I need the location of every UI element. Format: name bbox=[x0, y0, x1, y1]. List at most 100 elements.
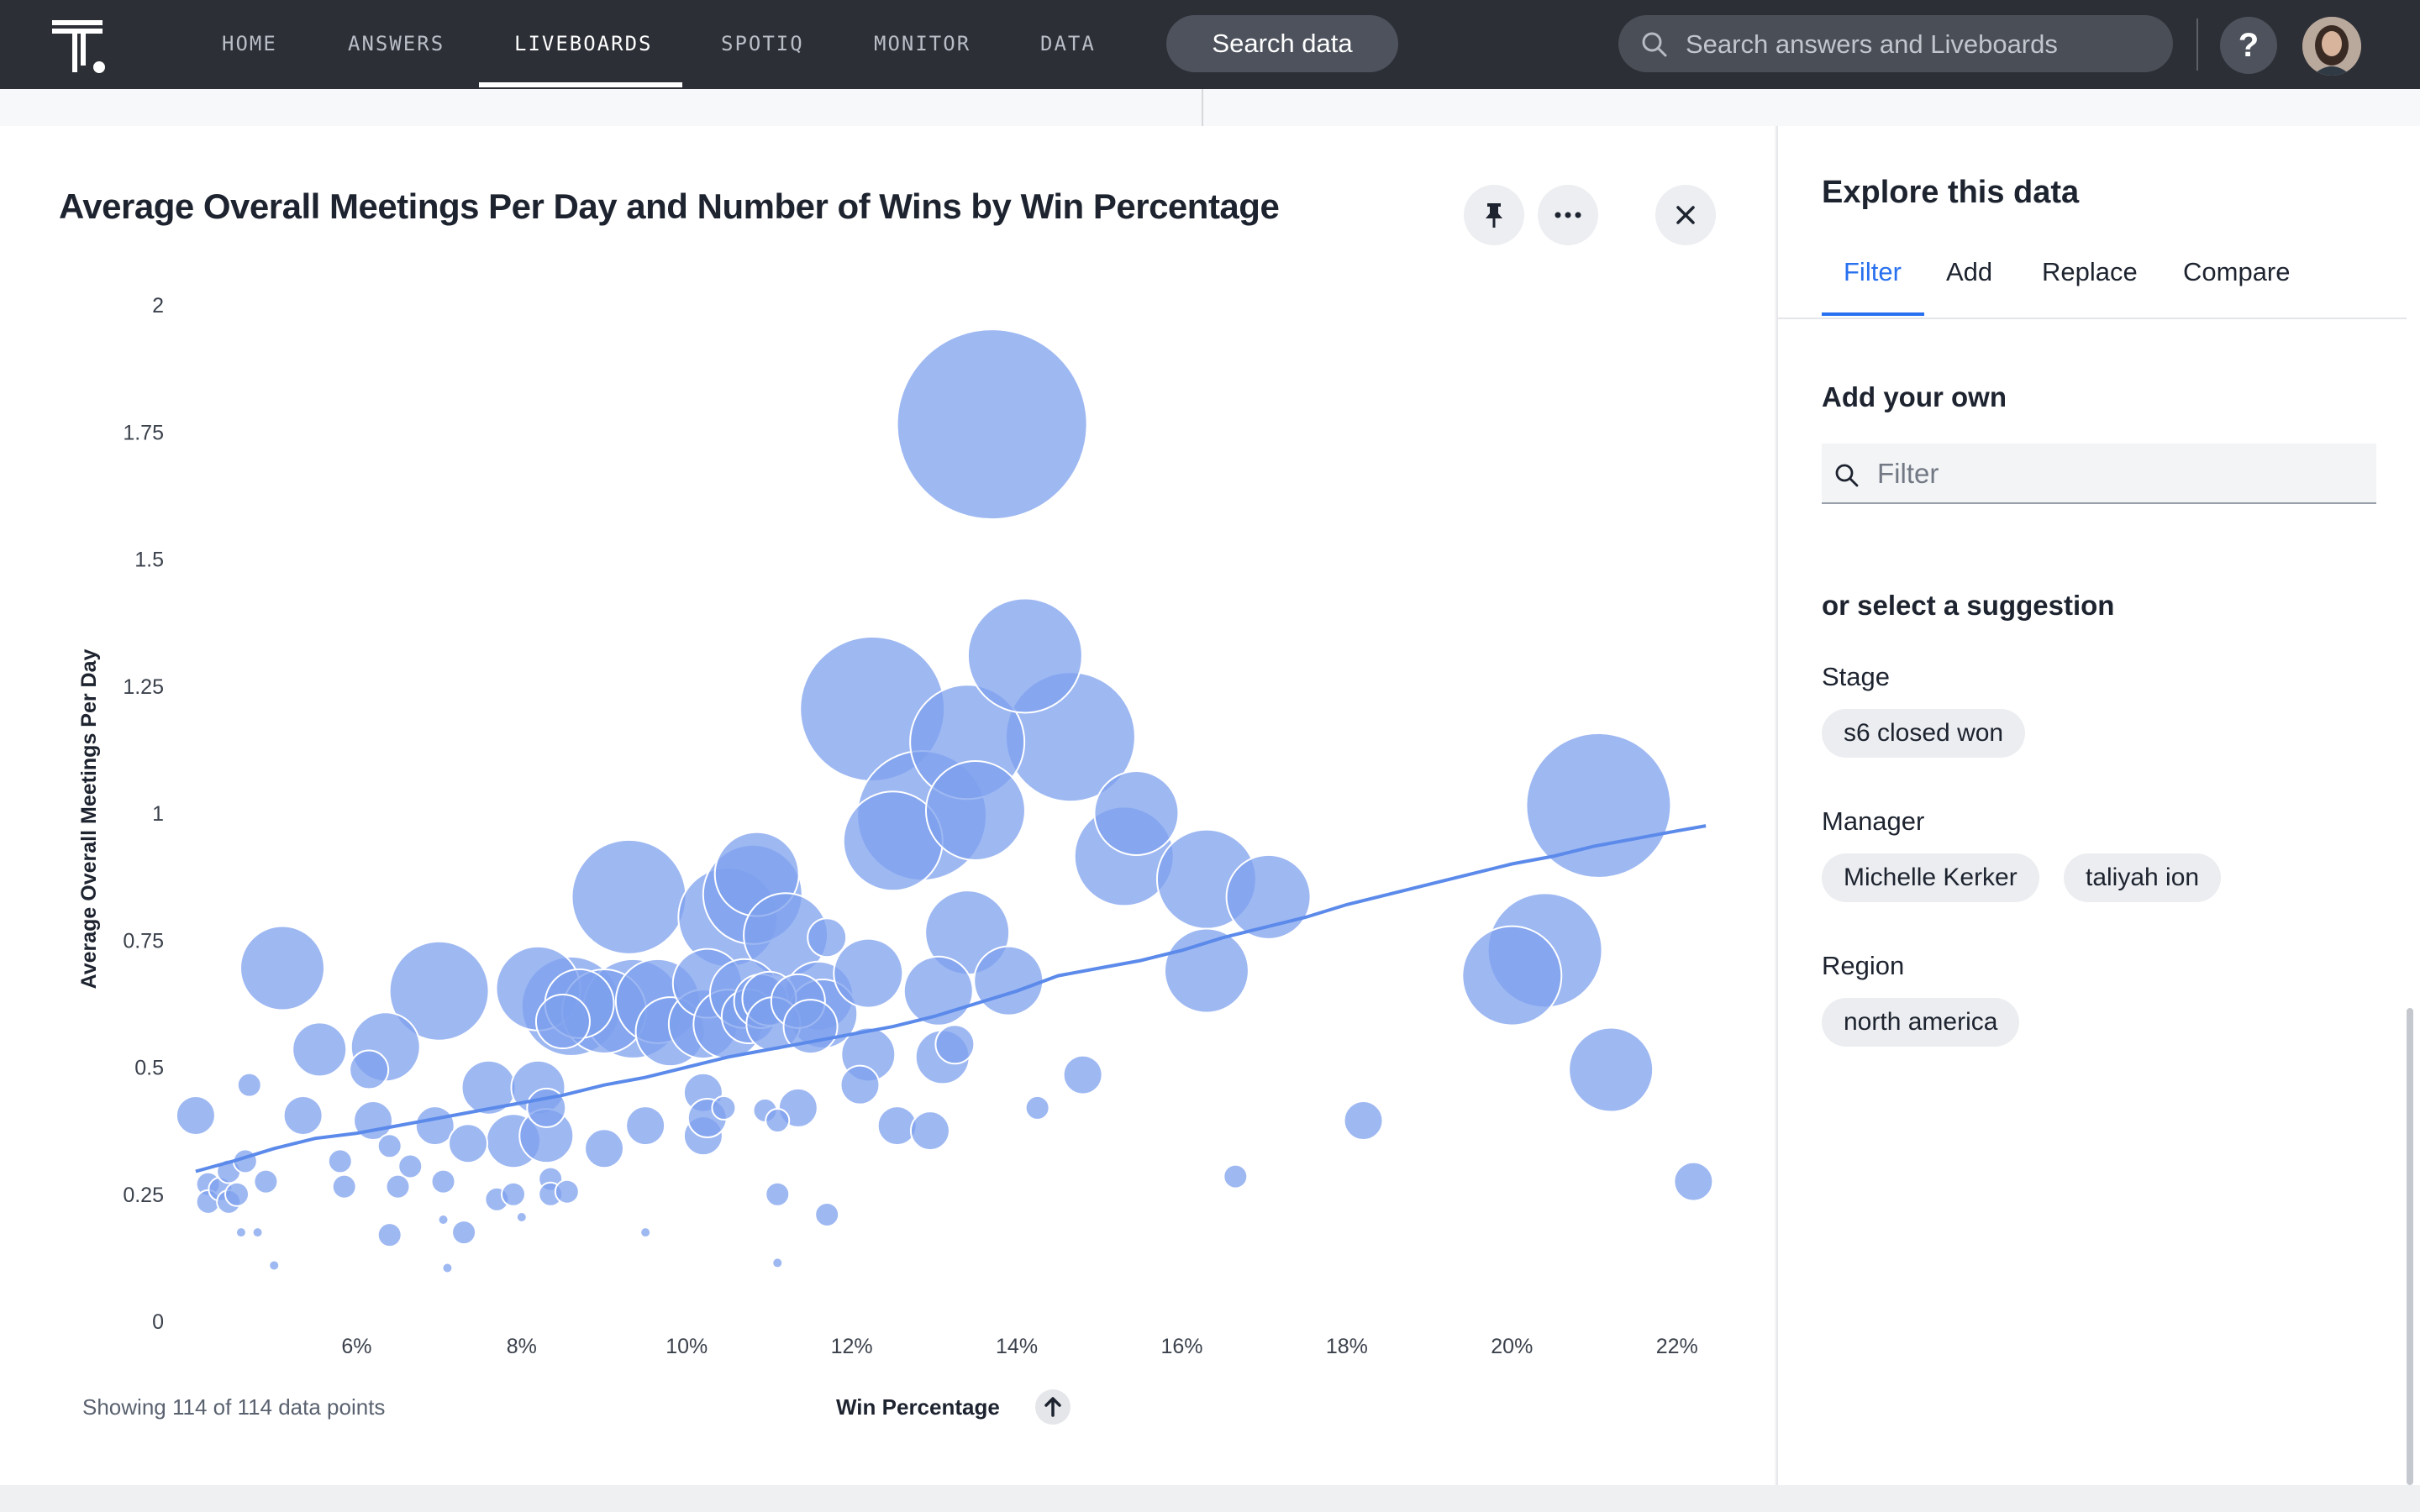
close-button[interactable] bbox=[1655, 185, 1716, 245]
bubble-point[interactable] bbox=[282, 1095, 324, 1136]
nav-data[interactable]: DATA bbox=[1040, 32, 1096, 55]
tab-compare[interactable]: Compare bbox=[2183, 257, 2291, 286]
y-tick-label: 1.75 bbox=[123, 421, 164, 444]
bubble-point[interactable] bbox=[773, 1258, 782, 1268]
search-data-button[interactable]: Search data bbox=[1166, 15, 1398, 72]
bubble-point[interactable] bbox=[376, 1222, 402, 1248]
bubble-point[interactable] bbox=[451, 1220, 477, 1246]
side-panel-scrollbar[interactable] bbox=[2407, 1008, 2413, 1485]
bubble-point[interactable] bbox=[966, 597, 1083, 714]
bubble-point[interactable] bbox=[833, 937, 904, 1009]
bubble-point[interactable] bbox=[439, 1215, 448, 1224]
bubble-point[interactable] bbox=[253, 1228, 262, 1237]
bubble-point[interactable] bbox=[430, 1168, 456, 1194]
pin-button[interactable] bbox=[1464, 185, 1524, 245]
bubble-point[interactable] bbox=[641, 1228, 650, 1237]
sort-arrow-up-icon bbox=[1044, 1397, 1061, 1417]
x-tick-label: 18% bbox=[1326, 1335, 1368, 1358]
pin-icon bbox=[1486, 203, 1502, 228]
bubble-point[interactable] bbox=[1461, 925, 1563, 1026]
bubble-point[interactable] bbox=[501, 1181, 527, 1207]
global-search-box[interactable] bbox=[1618, 15, 2173, 74]
bubble-point[interactable] bbox=[625, 1105, 666, 1147]
bubble-point[interactable] bbox=[909, 1110, 950, 1152]
bottom-strip bbox=[0, 1485, 2420, 1512]
bubble-point[interactable] bbox=[584, 1128, 625, 1169]
search-icon bbox=[1835, 464, 1859, 487]
bubble-point[interactable] bbox=[1223, 1163, 1249, 1189]
tab-add[interactable]: Add bbox=[1946, 257, 1993, 286]
bubble-point[interactable] bbox=[353, 1100, 394, 1142]
more-icon bbox=[1555, 212, 1581, 218]
bubble-point[interactable] bbox=[385, 1173, 411, 1200]
bubble-chart[interactable]: Average Overall Meetings Per Day 0 0.25 0.… bbox=[0, 277, 1775, 1386]
bubble-point[interactable] bbox=[397, 1153, 424, 1179]
suggestion-group-stage: Stage bbox=[1822, 662, 1891, 691]
bubble-series bbox=[175, 328, 1714, 1273]
nav-monitor[interactable]: MONITOR bbox=[874, 32, 971, 55]
chip-stage-s6-closed-won[interactable]: s6 closed won bbox=[1822, 709, 2026, 758]
help-button[interactable]: ? bbox=[2220, 17, 2277, 74]
thoughtspot-logo-icon[interactable] bbox=[50, 18, 109, 74]
nav-answers[interactable]: ANSWERS bbox=[348, 32, 445, 55]
bubble-point[interactable] bbox=[839, 1064, 881, 1105]
sort-button[interactable] bbox=[1035, 1389, 1071, 1425]
filter-search-box[interactable] bbox=[1822, 444, 2376, 504]
bubble-point[interactable] bbox=[896, 328, 1088, 521]
bubble-point[interactable] bbox=[765, 1108, 791, 1134]
x-axis-label[interactable]: Win Percentage bbox=[836, 1394, 1000, 1420]
bubble-point[interactable] bbox=[1062, 1054, 1103, 1095]
nav-divider bbox=[2196, 18, 2198, 71]
bubble-point[interactable] bbox=[376, 1133, 402, 1159]
bubble-point[interactable] bbox=[924, 759, 1026, 861]
avatar[interactable] bbox=[2302, 17, 2361, 76]
bubble-point[interactable] bbox=[1024, 1095, 1050, 1121]
x-tick-label: 22% bbox=[1656, 1335, 1698, 1358]
chip-manager-michelle-kerker[interactable]: Michelle Kerker bbox=[1822, 853, 2039, 902]
chip-region-north-america[interactable]: north america bbox=[1822, 998, 2020, 1047]
tab-replace[interactable]: Replace bbox=[2042, 257, 2138, 286]
bubble-point[interactable] bbox=[517, 1212, 526, 1221]
bubble-point[interactable] bbox=[534, 994, 591, 1050]
filter-input[interactable] bbox=[1876, 444, 2366, 504]
bubble-point[interactable] bbox=[175, 1095, 216, 1136]
bubble-point[interactable] bbox=[526, 1087, 567, 1128]
bubble-point[interactable] bbox=[765, 1181, 791, 1207]
bubble-point[interactable] bbox=[554, 1179, 580, 1205]
bubble-point[interactable] bbox=[1673, 1161, 1714, 1202]
nav-spotiq[interactable]: SPOTIQ bbox=[721, 32, 804, 55]
bubble-point[interactable] bbox=[571, 838, 687, 955]
y-tick-label: 1.25 bbox=[123, 675, 164, 699]
bubble-point[interactable] bbox=[331, 1173, 357, 1200]
bubble-point[interactable] bbox=[349, 1049, 390, 1090]
bubble-point[interactable] bbox=[807, 917, 848, 958]
bubble-point[interactable] bbox=[934, 1024, 976, 1065]
bubble-point[interactable] bbox=[1525, 732, 1672, 879]
bubble-point[interactable] bbox=[388, 940, 490, 1042]
tab-filter[interactable]: Filter bbox=[1844, 257, 1902, 286]
bubble-point[interactable] bbox=[224, 1181, 250, 1207]
bubble-point[interactable] bbox=[327, 1148, 353, 1174]
bubble-point[interactable] bbox=[973, 945, 1044, 1016]
bubble-point[interactable] bbox=[447, 1123, 488, 1164]
bubble-point[interactable] bbox=[1568, 1026, 1655, 1113]
bubble-point[interactable] bbox=[236, 1228, 245, 1237]
bubble-point[interactable] bbox=[270, 1261, 279, 1270]
more-options-button[interactable] bbox=[1538, 185, 1598, 245]
bubble-point[interactable] bbox=[253, 1168, 279, 1194]
bubble-point[interactable] bbox=[292, 1021, 348, 1078]
bubble-point[interactable] bbox=[1343, 1100, 1384, 1142]
liveboard-strip bbox=[0, 89, 2420, 126]
bubble-point[interactable] bbox=[236, 1072, 262, 1098]
bubble-point[interactable] bbox=[239, 925, 326, 1011]
chip-manager-taliyah-ion[interactable]: taliyah ion bbox=[2064, 853, 2222, 902]
bubble-point[interactable] bbox=[711, 1095, 737, 1121]
y-axis-label: Average Overall Meetings Per Day bbox=[77, 648, 101, 989]
bubble-point[interactable] bbox=[443, 1263, 452, 1273]
bubble-point[interactable] bbox=[1225, 853, 1312, 940]
nav-liveboards[interactable]: LIVEBOARDS bbox=[514, 32, 653, 55]
bubble-point[interactable] bbox=[1093, 770, 1180, 856]
global-search-input[interactable] bbox=[1684, 15, 2158, 74]
nav-home[interactable]: HOME bbox=[222, 32, 277, 55]
bubble-point[interactable] bbox=[814, 1201, 840, 1227]
